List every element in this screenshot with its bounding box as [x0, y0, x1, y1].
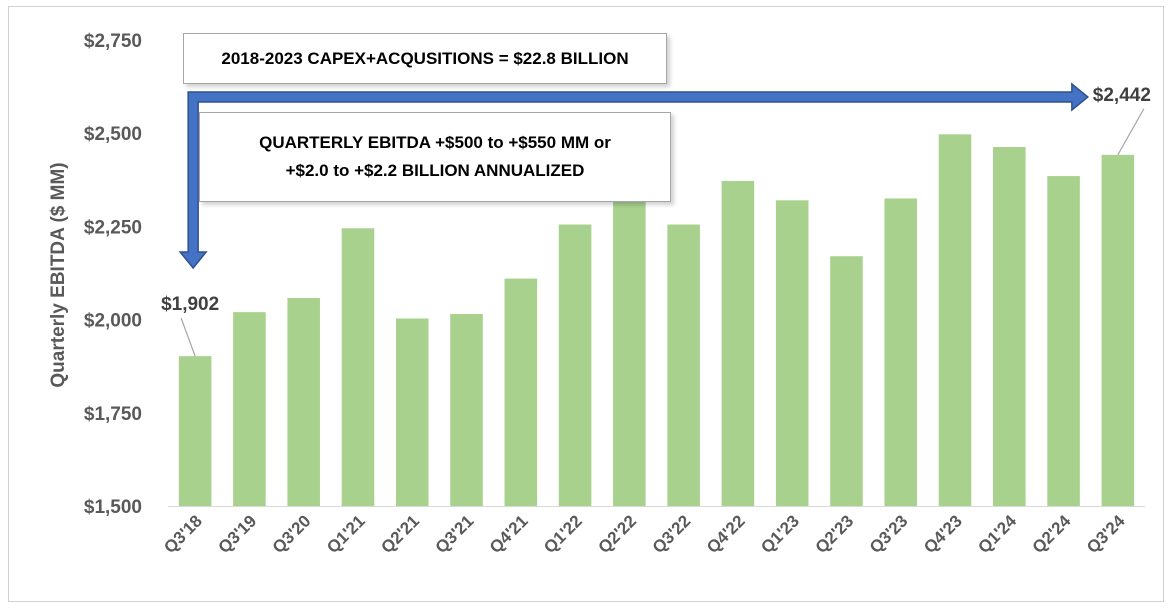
bar-q1-22 — [558, 224, 592, 506]
data-label-layer: $1,902 $2,442 — [161, 85, 1151, 357]
x-tick-label: Q4'22 — [703, 511, 749, 557]
x-tick-label: Q3'22 — [649, 511, 695, 557]
y-tick-label: $2,250 — [84, 217, 142, 238]
data-label-leader-line — [1117, 108, 1145, 156]
x-tick-label: Q3'23 — [866, 511, 912, 557]
y-tick-layer: $1,500 $1,750 $2,000 $2,250 $2,500 $2,750 — [84, 31, 142, 518]
bar-layer — [178, 134, 1135, 507]
x-tick-label: Q4'21 — [486, 511, 532, 557]
bar-q2-23 — [830, 256, 863, 506]
ebitda-annotation-line-2: +$2.0 to +$2.2 BILLION ANNUALIZED — [285, 161, 585, 180]
x-tick-label: Q2'22 — [594, 511, 640, 557]
x-tick-label: Q3'20 — [269, 511, 315, 557]
bar-q1-23 — [775, 200, 809, 506]
bar-q1-24 — [993, 146, 1026, 507]
x-tick-label: Q1'23 — [757, 511, 803, 557]
capex-annotation-box: 2018-2023 CAPEX+ACQUSITIONS = $22.8 BILL… — [183, 33, 667, 84]
x-tick-label: Q4'23 — [920, 511, 966, 557]
bar-q4-23 — [938, 134, 972, 506]
x-tick-label: Q3'18 — [160, 511, 206, 557]
y-tick-label: $1,500 — [84, 497, 142, 518]
x-tick-label: Q1'22 — [540, 511, 586, 557]
bar-q2-22 — [613, 200, 646, 506]
x-tick-label: Q3'21 — [432, 511, 478, 557]
y-axis-label: Quarterly EBITDA ($ MM) — [48, 162, 69, 387]
bar-q3-22 — [667, 224, 700, 506]
capex-annotation-text: 2018-2023 CAPEX+ACQUSITIONS = $22.8 BILL… — [221, 48, 629, 68]
bar-q3-21 — [450, 314, 483, 506]
y-tick-label: $2,000 — [84, 311, 142, 332]
bar-q1-21 — [341, 228, 375, 506]
y-tick-label: $2,500 — [84, 124, 142, 145]
x-tick-label: Q3'19 — [215, 511, 261, 557]
x-tick-label: Q1'21 — [323, 511, 369, 557]
x-tick-label: Q3'24 — [1083, 511, 1129, 557]
ebitda-annotation-line-1: QUARTERLY EBITDA +$500 to +$550 MM or — [259, 133, 611, 152]
arrow-layer — [178, 82, 1090, 270]
bar-q2-24 — [1047, 176, 1080, 506]
bar-q4-22 — [721, 180, 755, 506]
x-tick-label: Q2'23 — [812, 511, 858, 557]
bar-q2-21 — [395, 318, 429, 506]
chart-frame — [8, 6, 1164, 602]
y-tick-label: $2,750 — [84, 31, 142, 52]
x-tick-label: Q2'24 — [1029, 511, 1075, 557]
y-tick-label: $1,750 — [84, 404, 142, 425]
x-tick-label: Q2'21 — [377, 511, 423, 557]
bar-q3-18 — [178, 356, 212, 506]
bar-q3-19 — [233, 312, 266, 506]
x-tick-label: Q1'24 — [974, 511, 1020, 557]
bar-q4-21 — [504, 278, 538, 506]
bar-q3-24 — [1101, 154, 1135, 507]
data-label-q3-18: $1,902 — [161, 294, 219, 315]
x-tick-layer: Q3'18 Q3'19 Q3'20 Q1'21 Q2'21 Q3'21 Q4'21 Q1'22… — [160, 511, 1129, 557]
bar-q3-23 — [884, 198, 918, 506]
elbow-arrow — [178, 82, 1090, 270]
bar-q3-20 — [287, 297, 320, 506]
data-label-leader-line — [180, 317, 196, 357]
ebitda-annotation-box: QUARTERLY EBITDA +$500 to +$550 MM or +$… — [199, 112, 671, 202]
data-label-q3-24: $2,442 — [1093, 85, 1151, 106]
